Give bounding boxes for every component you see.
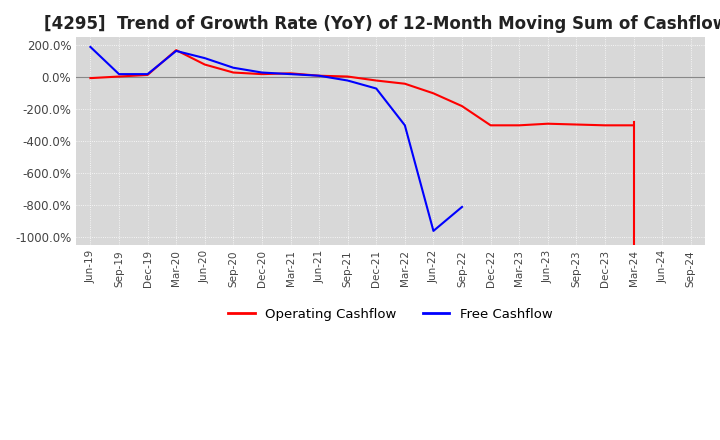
Free Cashflow [429, 228, 438, 234]
Free Cashflow [286, 71, 294, 77]
Free Cashflow [315, 73, 323, 78]
Operating Cashflow [315, 73, 323, 78]
Operating Cashflow [258, 71, 266, 77]
Operating Cashflow [343, 74, 352, 79]
Operating Cashflow [200, 62, 209, 67]
Free Cashflow [229, 65, 238, 70]
Operating Cashflow [372, 78, 381, 83]
Operating Cashflow [486, 123, 495, 128]
Operating Cashflow [600, 123, 609, 128]
Free Cashflow [86, 44, 95, 50]
Title: [4295]  Trend of Growth Rate (YoY) of 12-Month Moving Sum of Cashflows: [4295] Trend of Growth Rate (YoY) of 12-… [43, 15, 720, 33]
Legend: Operating Cashflow, Free Cashflow: Operating Cashflow, Free Cashflow [223, 302, 558, 326]
Line: Free Cashflow: Free Cashflow [91, 47, 462, 231]
Free Cashflow [372, 86, 381, 91]
Operating Cashflow [544, 121, 552, 126]
Operating Cashflow [515, 123, 523, 128]
Free Cashflow [458, 204, 467, 209]
Free Cashflow [172, 48, 181, 54]
Operating Cashflow [172, 48, 181, 53]
Operating Cashflow [143, 72, 152, 77]
Free Cashflow [400, 123, 409, 128]
Line: Operating Cashflow: Operating Cashflow [91, 50, 634, 125]
Operating Cashflow [572, 122, 581, 127]
Operating Cashflow [629, 123, 638, 128]
Operating Cashflow [286, 71, 294, 76]
Free Cashflow [114, 71, 123, 77]
Operating Cashflow [114, 74, 123, 79]
Operating Cashflow [229, 70, 238, 75]
Operating Cashflow [400, 81, 409, 86]
Free Cashflow [343, 78, 352, 83]
Operating Cashflow [429, 91, 438, 96]
Operating Cashflow [458, 103, 467, 109]
Free Cashflow [143, 71, 152, 77]
Free Cashflow [200, 55, 209, 61]
Free Cashflow [258, 70, 266, 75]
Operating Cashflow [86, 76, 95, 81]
